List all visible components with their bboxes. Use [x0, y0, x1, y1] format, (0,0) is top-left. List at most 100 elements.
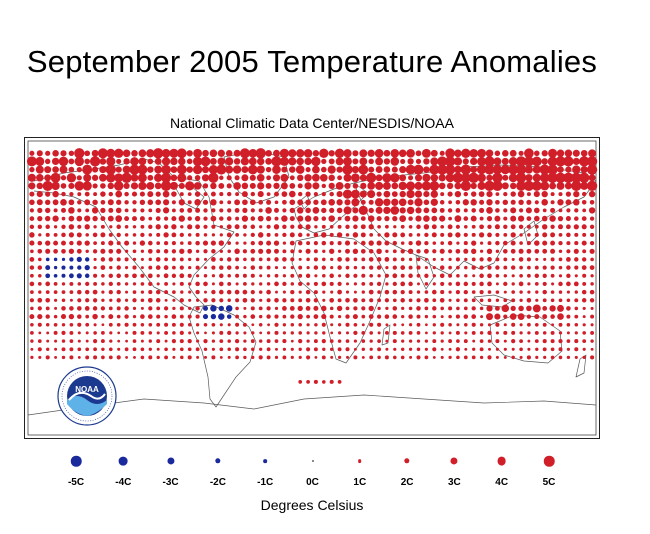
anomaly-dot	[140, 298, 145, 303]
anomaly-dot	[429, 181, 440, 191]
anomaly-dot	[282, 266, 286, 270]
anomaly-dot	[61, 257, 66, 262]
anomaly-dot	[476, 164, 487, 175]
anomaly-dot	[196, 355, 200, 359]
anomaly-dot	[359, 157, 368, 166]
anomaly-dot	[454, 215, 462, 222]
anomaly-dot	[155, 207, 161, 213]
anomaly-dot	[297, 240, 303, 246]
anomaly-dot	[171, 257, 176, 262]
anomaly-dot	[163, 232, 169, 238]
anomaly-dot	[345, 306, 350, 311]
anomaly-dot	[534, 265, 539, 270]
anomaly-dot	[408, 281, 413, 287]
anomaly-dot	[235, 257, 240, 262]
anomaly-dot	[251, 331, 255, 335]
anomaly-dot	[131, 191, 138, 197]
anomaly-dot	[187, 224, 193, 230]
anomaly-dot	[304, 174, 312, 182]
anomaly-dot	[266, 314, 271, 319]
anomaly-dot	[202, 183, 209, 189]
anomaly-dot	[227, 330, 232, 336]
anomaly-dot	[176, 164, 187, 175]
anomaly-dot	[511, 298, 516, 303]
anomaly-dot	[38, 233, 42, 237]
anomaly-dot	[393, 225, 397, 229]
anomaly-dot	[541, 199, 548, 206]
anomaly-dot	[321, 314, 327, 320]
anomaly-dot	[274, 266, 279, 270]
anomaly-dot	[440, 281, 445, 286]
anomaly-dot	[30, 273, 34, 278]
anomaly-dot	[461, 173, 471, 183]
anomaly-dot	[579, 172, 590, 183]
anomaly-dot	[37, 257, 42, 262]
anomaly-dot	[36, 150, 43, 157]
anomaly-dot	[523, 180, 535, 192]
anomaly-dot	[235, 192, 240, 197]
anomaly-dot	[91, 174, 99, 181]
anomaly-dot	[305, 306, 311, 311]
anomaly-dot	[375, 166, 383, 174]
anomaly-dot	[423, 248, 429, 254]
anomaly-dot	[258, 306, 263, 311]
anomaly-dot	[338, 331, 342, 335]
anomaly-dot	[344, 215, 351, 222]
anomaly-dot	[424, 355, 429, 360]
anomaly-dot	[195, 265, 200, 270]
anomaly-dot	[485, 149, 494, 158]
anomaly-dot	[479, 298, 484, 303]
anomaly-dot	[432, 323, 436, 327]
anomaly-dot	[45, 265, 51, 271]
anomaly-dot	[430, 190, 439, 198]
anomaly-dot	[515, 172, 527, 183]
anomaly-dot	[35, 165, 44, 174]
anomaly-dot	[479, 281, 484, 287]
anomaly-dot	[140, 347, 145, 352]
anomaly-dot	[543, 257, 547, 261]
anomaly-dot	[211, 282, 215, 286]
anomaly-dot	[290, 314, 295, 319]
anomaly-dot	[147, 191, 154, 198]
anomaly-dot	[322, 298, 326, 302]
anomaly-dot	[210, 215, 217, 222]
anomaly-dot	[132, 265, 137, 270]
anomaly-dot	[369, 322, 374, 327]
anomaly-dot	[37, 249, 43, 254]
anomaly-dot	[250, 273, 255, 278]
anomaly-dot	[452, 172, 464, 183]
legend-label: -2C	[209, 477, 226, 488]
anomaly-dot	[574, 306, 579, 311]
anomaly-dot	[69, 347, 74, 352]
anomaly-dot	[368, 249, 374, 254]
anomaly-dot	[201, 166, 210, 174]
anomaly-dot	[304, 215, 312, 222]
anomaly-dot	[352, 207, 359, 214]
anomaly-dot	[503, 339, 507, 343]
anomaly-dot	[219, 216, 224, 221]
anomaly-dot	[204, 355, 207, 359]
anomaly-dot	[589, 248, 595, 254]
anomaly-dot	[523, 156, 534, 167]
anomaly-dot	[61, 323, 66, 327]
anomaly-dot	[163, 273, 169, 279]
anomaly-dot	[565, 199, 572, 206]
anomaly-dot	[590, 282, 594, 286]
anomaly-dot	[424, 290, 429, 294]
anomaly-dot	[288, 149, 297, 158]
legend-label: 0C	[306, 477, 319, 488]
anomaly-dot	[416, 306, 421, 311]
anomaly-dot	[385, 282, 389, 286]
anomaly-dot	[503, 355, 507, 359]
anomaly-dot	[204, 266, 207, 270]
anomaly-dot	[93, 225, 97, 229]
anomaly-dot	[383, 166, 391, 173]
anomaly-dot	[204, 331, 207, 335]
anomaly-dot	[188, 298, 192, 302]
anomaly-dot	[582, 323, 586, 327]
anomaly-dot	[519, 355, 523, 359]
legend-label: -1C	[257, 477, 274, 488]
anomaly-dot	[226, 257, 232, 262]
anomaly-dot	[259, 274, 263, 278]
anomaly-dot	[313, 241, 318, 246]
